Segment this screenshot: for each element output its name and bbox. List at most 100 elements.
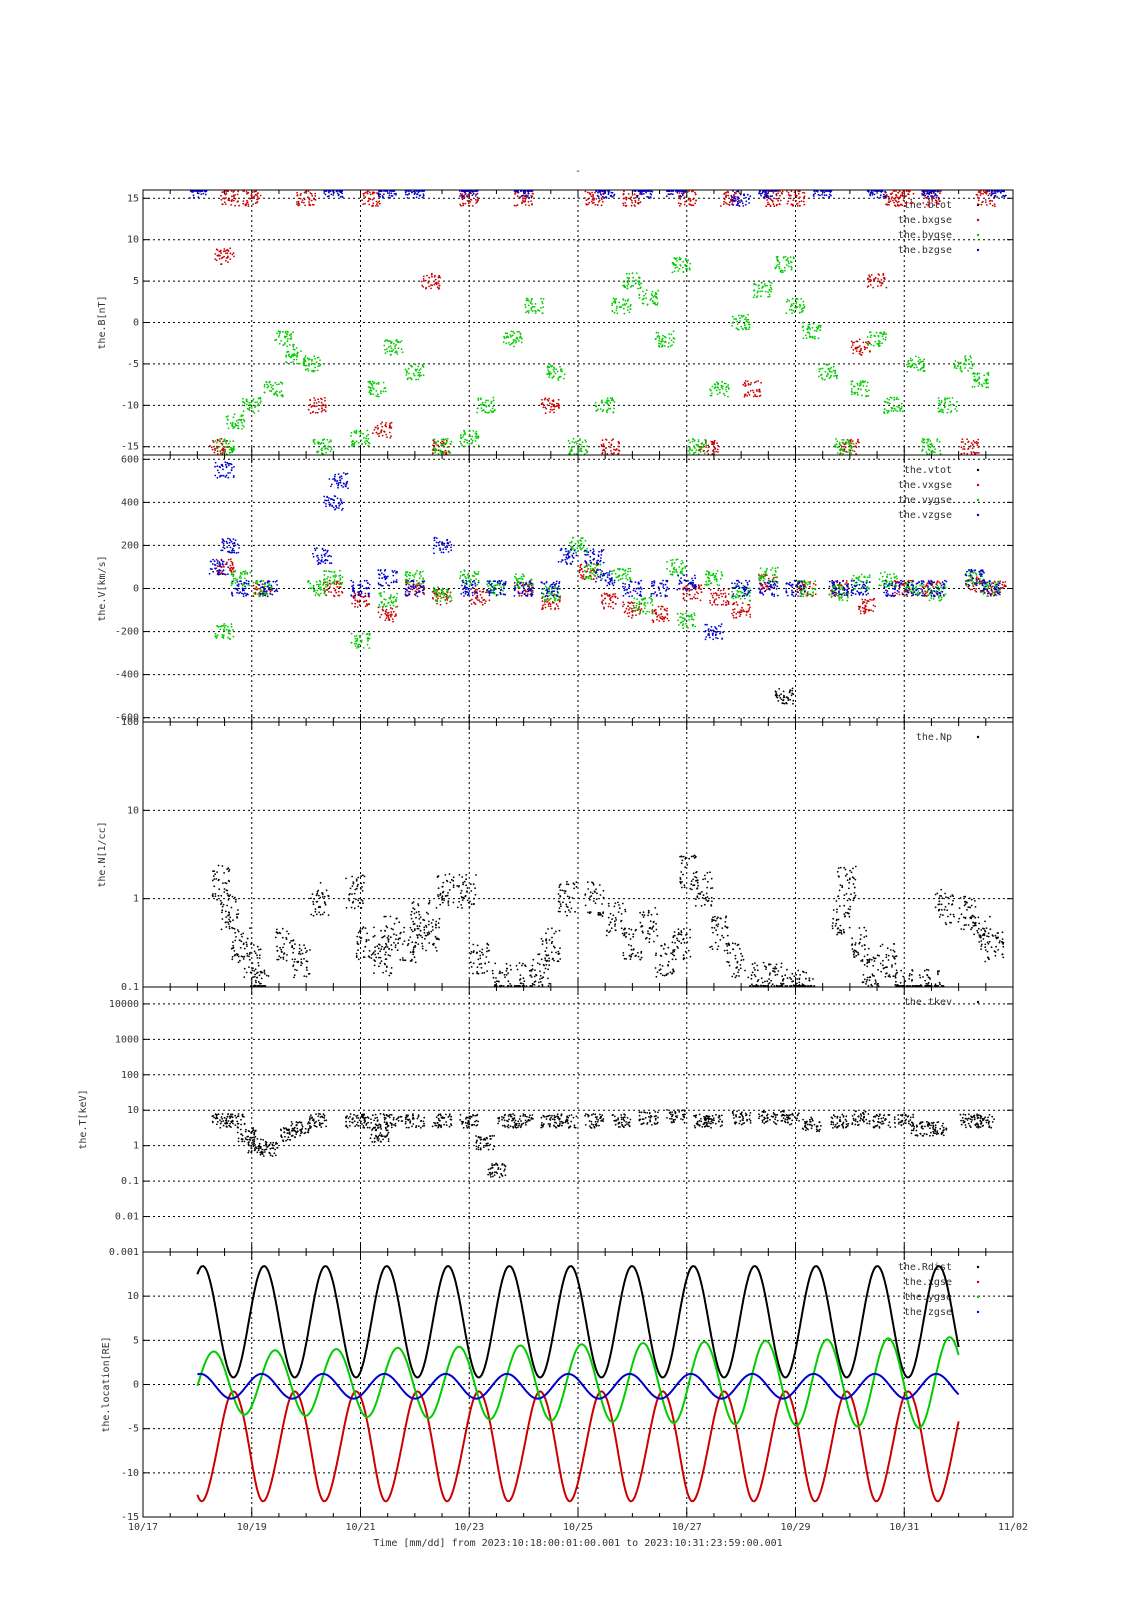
data-point [400, 340, 403, 342]
data-point [249, 197, 251, 200]
data-point [226, 561, 228, 564]
data-point [268, 381, 271, 384]
data-point [600, 197, 603, 200]
data-point [940, 190, 942, 192]
data-point [328, 591, 330, 593]
data-point [891, 196, 894, 199]
data-point [242, 410, 245, 413]
data-point [440, 438, 443, 441]
data-point [765, 194, 768, 197]
data-point [309, 399, 312, 401]
data-point [549, 603, 552, 606]
data-point [797, 595, 799, 597]
data-point [361, 632, 364, 635]
data-point [323, 587, 325, 590]
data-point [359, 635, 362, 638]
data-point [353, 642, 356, 645]
data-point [761, 192, 763, 195]
data-point [609, 401, 612, 404]
data-point [960, 452, 963, 455]
data-point [366, 191, 369, 193]
data-point [775, 190, 778, 192]
data-point [695, 443, 698, 446]
data-point [920, 367, 922, 370]
data-point [979, 194, 982, 197]
data-point [490, 400, 493, 403]
data-point [675, 263, 677, 266]
data-point [408, 372, 410, 375]
data-point [281, 382, 283, 384]
data-point [799, 204, 801, 207]
data-point [611, 304, 613, 307]
data-point [438, 274, 440, 277]
data-point [849, 452, 851, 454]
data-point [860, 388, 862, 391]
data-point [791, 692, 794, 695]
data-point [705, 446, 707, 448]
data-point [339, 574, 342, 577]
data-point [550, 405, 553, 408]
data-point [530, 306, 533, 309]
data-point [587, 198, 589, 201]
data-point [293, 343, 295, 346]
data-point [319, 363, 322, 366]
data-point [220, 249, 222, 252]
data-point [842, 452, 844, 455]
data-point [375, 431, 378, 434]
data-point [267, 385, 270, 388]
data-point [385, 339, 387, 342]
data-point [474, 198, 477, 201]
data-point [896, 396, 898, 399]
data-point [363, 192, 366, 195]
data-point [225, 259, 227, 262]
data-point [522, 199, 524, 202]
data-point [279, 391, 281, 394]
data-point [491, 407, 494, 410]
data-point [861, 351, 864, 354]
data-point [223, 248, 226, 250]
data-point [909, 202, 912, 205]
data-point [225, 453, 228, 455]
data-point [463, 429, 465, 432]
data-point [354, 645, 357, 647]
data-point [814, 192, 816, 195]
data-point [405, 193, 407, 196]
data-point [612, 607, 615, 610]
data-point [606, 594, 609, 597]
data-point [311, 411, 314, 414]
data-point [742, 205, 745, 207]
data-point [366, 632, 369, 635]
data-point [509, 343, 511, 346]
legend-label: the.vtot [904, 465, 952, 476]
data-point [512, 330, 514, 333]
data-point [227, 190, 230, 193]
data-point [654, 301, 656, 304]
data-point [716, 603, 719, 606]
data-point [419, 371, 422, 374]
panel-1: 151050-5-10-15the.B[nT]the.btotthe.bxgse… [97, 189, 1014, 456]
data-point [251, 191, 254, 194]
data-point [516, 336, 518, 339]
data-point [749, 616, 752, 618]
data-point [593, 199, 595, 201]
data-point [852, 349, 855, 351]
data-point [534, 303, 537, 305]
data-point [948, 404, 950, 407]
data-point [487, 411, 489, 414]
data-point [325, 586, 327, 588]
data-point [635, 279, 637, 282]
data-point [740, 314, 743, 317]
data-point [921, 437, 924, 440]
data-point [570, 448, 573, 451]
data-point [886, 397, 889, 400]
data-point [635, 272, 638, 274]
data-point [851, 445, 853, 448]
data-point [854, 445, 857, 447]
data-point [313, 355, 316, 357]
data-point [705, 440, 707, 442]
data-point [730, 200, 732, 202]
data-point [979, 191, 981, 194]
data-point [994, 192, 997, 194]
data-point [367, 438, 370, 440]
data-point [688, 593, 691, 596]
